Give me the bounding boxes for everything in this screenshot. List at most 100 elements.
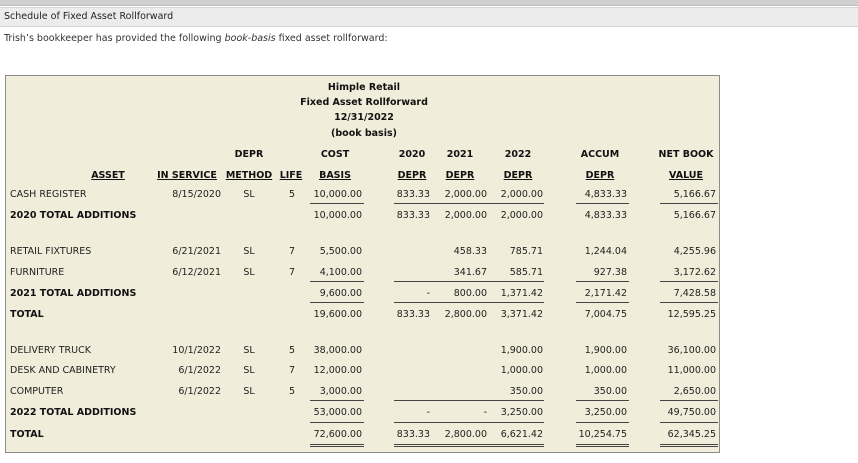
cost-basis: 72,600.00	[313, 429, 362, 440]
cost-basis: 38,000.00	[313, 345, 362, 356]
accum-depr: 1,900.00	[584, 345, 627, 356]
depr-2022: 3,371.42	[500, 309, 543, 320]
report-date: 12/31/2022	[334, 112, 394, 123]
net-book-value: 7,428.58	[673, 288, 716, 299]
subtotal-rule	[660, 302, 718, 303]
grand-total-rule	[394, 444, 544, 447]
depr-2022: 3,250.00	[500, 407, 543, 418]
header-2020-top: 2020	[398, 149, 426, 160]
asset-name: CASH REGISTER	[10, 189, 87, 200]
report-basis: (book basis)	[331, 128, 397, 139]
net-book-value: 12,595.25	[667, 309, 716, 320]
life-years: 5	[288, 345, 295, 356]
net-book-value: 36,100.00	[667, 345, 716, 356]
cost-basis: 4,100.00	[319, 267, 362, 278]
subtotal-rule	[394, 281, 544, 282]
subtotal-rule	[394, 203, 544, 204]
depr-2020: -	[426, 407, 430, 418]
grand-total-rule	[310, 444, 364, 447]
intro-emphasis: book-basis	[224, 33, 276, 44]
life-years: 7	[288, 365, 295, 376]
header-2021-top: 2021	[446, 149, 474, 160]
depr-method: SL	[243, 267, 255, 278]
header-depr-2022: DEPR	[503, 170, 533, 181]
header-accum-depr: DEPR	[585, 170, 615, 181]
cost-basis: 12,000.00	[313, 365, 362, 376]
header-nbv-value: VALUE	[669, 170, 703, 181]
cost-basis: 9,600.00	[319, 288, 362, 299]
subtotal-rule	[660, 400, 718, 401]
depr-2020: -	[426, 288, 430, 299]
cost-basis: 10,000.00	[313, 189, 362, 200]
in-service-date: 6/1/2022	[178, 386, 221, 397]
subtotal-rule	[394, 422, 544, 423]
cost-basis: 19,600.00	[313, 309, 362, 320]
depr-2021: 2,000.00	[444, 210, 487, 221]
depr-2021: 341.67	[453, 267, 487, 278]
subtotal-rule	[310, 281, 364, 282]
net-book-value: 3,172.62	[673, 267, 716, 278]
depr-2022: 1,900.00	[500, 345, 543, 356]
header-life: LIFE	[279, 170, 303, 181]
report-title: Fixed Asset Rollforward	[300, 97, 428, 108]
depr-2020: 833.33	[396, 429, 430, 440]
accum-depr: 4,833.33	[584, 189, 627, 200]
depr-2020: 833.33	[396, 189, 430, 200]
depr-2022: 785.71	[509, 246, 543, 257]
depr-2022: 585.71	[509, 267, 543, 278]
header-depr-top: DEPR	[234, 149, 264, 160]
accum-depr: 4,833.33	[584, 210, 627, 221]
depr-2022: 1,000.00	[500, 365, 543, 376]
section-title: Schedule of Fixed Asset Rollforward	[4, 11, 174, 22]
depr-2021: 800.00	[453, 288, 487, 299]
depr-2021: 2,800.00	[444, 429, 487, 440]
subtotal-rule	[310, 302, 364, 303]
header-depr-2020: DEPR	[397, 170, 427, 181]
header-depr-2021: DEPR	[445, 170, 475, 181]
depr-2021: 2,000.00	[444, 189, 487, 200]
asset-name: 2022 TOTAL ADDITIONS	[10, 407, 137, 418]
subtotal-rule	[576, 422, 629, 423]
header-2022-top: 2022	[504, 149, 532, 160]
subtotal-rule	[394, 400, 544, 401]
asset-name: 2021 TOTAL ADDITIONS	[10, 288, 137, 299]
intro-text: Trish’s bookkeeper has provided the foll…	[4, 33, 388, 44]
depr-2022: 2,000.00	[500, 189, 543, 200]
asset-name: RETAIL FIXTURES	[10, 246, 92, 257]
header-method: METHOD	[225, 170, 273, 181]
depr-2022: 1,371.42	[500, 288, 543, 299]
header-asset: ASSET	[91, 170, 125, 181]
subtotal-rule	[576, 203, 629, 204]
subtotal-rule	[394, 302, 544, 303]
subtotal-rule	[660, 281, 718, 282]
header-nbv-top: NET BOOK	[658, 149, 714, 160]
accum-depr: 10,254.75	[578, 429, 627, 440]
in-service-date: 6/1/2022	[178, 365, 221, 376]
in-service-date: 6/12/2021	[172, 267, 221, 278]
net-book-value: 4,255.96	[673, 246, 716, 257]
depr-2020: 833.33	[396, 210, 430, 221]
depr-method: SL	[243, 386, 255, 397]
top-bar	[0, 0, 858, 6]
subtotal-rule	[660, 203, 718, 204]
accum-depr: 1,000.00	[584, 365, 627, 376]
depr-method: SL	[243, 189, 255, 200]
grand-total-rule	[660, 444, 718, 447]
cost-basis: 53,000.00	[313, 407, 362, 418]
depr-2020: 833.33	[396, 309, 430, 320]
life-years: 7	[288, 246, 295, 257]
subtotal-rule	[660, 422, 718, 423]
asset-name: 2020 TOTAL ADDITIONS	[10, 210, 137, 221]
accum-depr: 3,250.00	[584, 407, 627, 418]
accum-depr: 2,171.42	[584, 288, 627, 299]
depr-2021: 458.33	[453, 246, 487, 257]
depr-method: SL	[243, 365, 255, 376]
accum-depr: 927.38	[593, 267, 627, 278]
net-book-value: 11,000.00	[667, 365, 716, 376]
net-book-value: 49,750.00	[667, 407, 716, 418]
life-years: 7	[288, 267, 295, 278]
life-years: 5	[288, 386, 295, 397]
grand-total-rule	[576, 444, 629, 447]
asset-name: TOTAL	[10, 309, 44, 320]
accum-depr: 1,244.04	[584, 246, 627, 257]
